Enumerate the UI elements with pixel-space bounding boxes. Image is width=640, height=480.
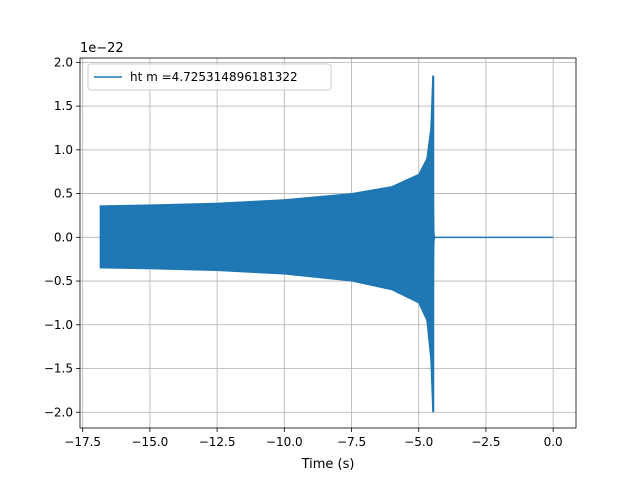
y-tick-label: 0.5 xyxy=(54,187,73,201)
y-tick-label: −1.5 xyxy=(44,362,73,376)
x-tick-label: −17.5 xyxy=(64,435,101,449)
x-tick-label: −15.0 xyxy=(132,435,169,449)
legend-box xyxy=(87,63,332,91)
y-tick-label: 2.0 xyxy=(54,55,73,69)
y-tick-label: −1.0 xyxy=(44,318,73,332)
x-tick-label: −5.0 xyxy=(404,435,433,449)
y-tick-label: −0.5 xyxy=(44,274,73,288)
y-tick-label: 1.5 xyxy=(54,99,73,113)
x-tick-label: −2.5 xyxy=(471,435,500,449)
x-tick-label: 0.0 xyxy=(544,435,563,449)
y-multiplier-label: 1e−22 xyxy=(80,41,124,56)
axes-frame xyxy=(79,57,577,429)
legend-label: ht m =4.725314896181322 xyxy=(130,70,298,84)
plot-area: −17.5 −15.0 −12.5 −10.0 −7.5 −5.0 −2.5 0.0 −2.0 −… xyxy=(44,55,577,449)
y-tick-label: 1.0 xyxy=(54,143,73,157)
x-tick-label: −12.5 xyxy=(199,435,236,449)
y-tick-label: 0.0 xyxy=(54,230,73,244)
x-tick-label: −7.5 xyxy=(337,435,366,449)
x-axis-label: Time (s) xyxy=(301,457,355,472)
y-tick-label: −2.0 xyxy=(44,405,73,419)
x-tick-label: −10.0 xyxy=(266,435,303,449)
